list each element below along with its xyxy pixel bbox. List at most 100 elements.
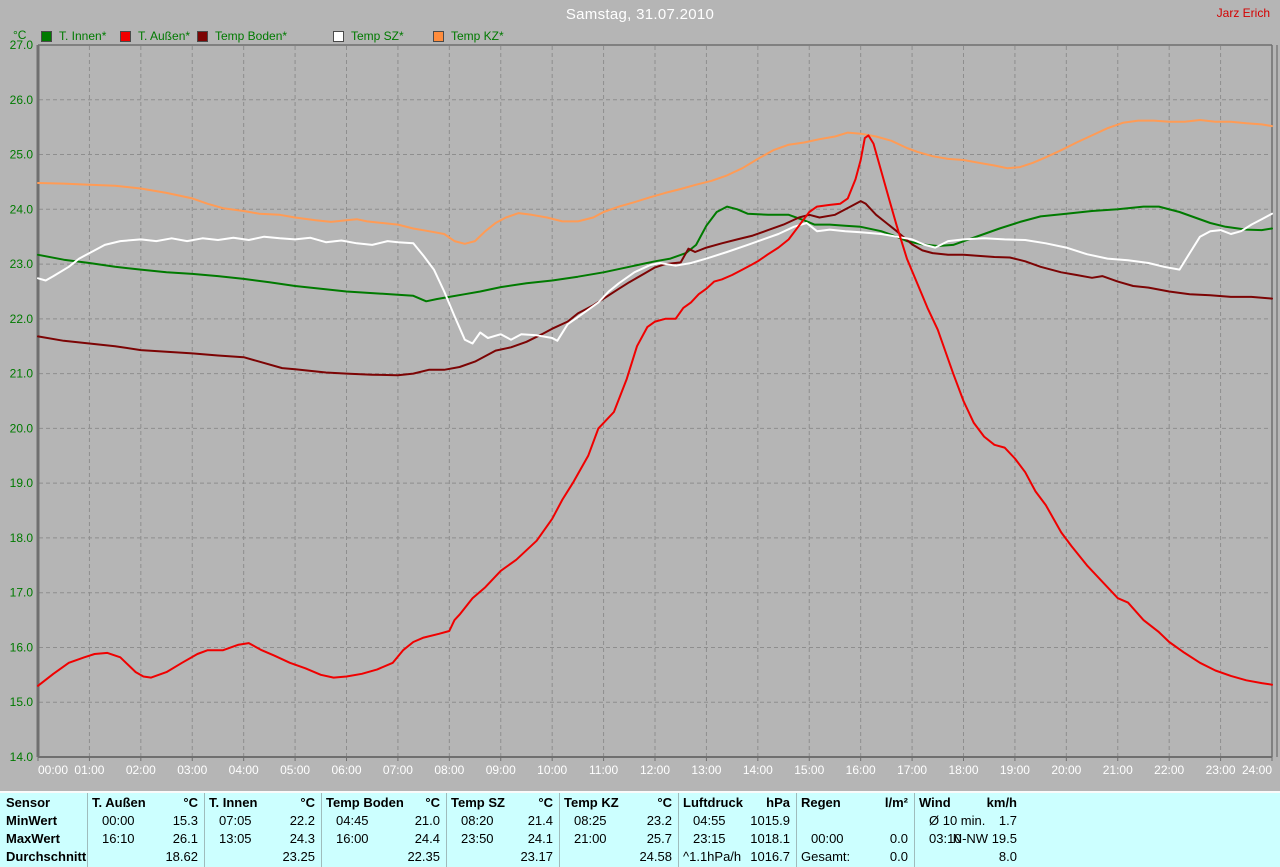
gridlines (39, 46, 1271, 756)
stat-temp-kz-max-time: 21:00 (574, 831, 607, 846)
legend-label: T. Außen* (138, 29, 191, 43)
stat-header-temp-sz: Temp SZ (451, 795, 505, 810)
y-tick-label: 17.0 (10, 586, 34, 600)
stat-temp-boden-max-time: 16:00 (336, 831, 369, 846)
stat-unit-temp-sz: °C (538, 795, 553, 810)
y-tick-label: 19.0 (10, 476, 34, 490)
x-tick-label: 20:00 (1051, 763, 1081, 777)
x-tick-label: 04:00 (229, 763, 259, 777)
legend-swatch-t-au-en-icon (120, 30, 131, 42)
x-tick-label: 19:00 (1000, 763, 1030, 777)
stat-unit-temp-boden: °C (425, 795, 440, 810)
stat-unit-luftdruck: hPa (766, 795, 790, 810)
stat-unit-temp-kz: °C (657, 795, 672, 810)
stat-t-au-en-min-time: 00:00 (102, 813, 135, 828)
y-tick-label: 25.0 (10, 148, 34, 162)
stat-header-t-au-en: T. Außen (92, 795, 146, 810)
table-divider (559, 793, 560, 867)
y-tick-label: 15.0 (10, 695, 34, 709)
stat-temp-kz-avg-value: 24.58 (639, 849, 672, 864)
stat-unit-t-au-en: °C (183, 795, 198, 810)
stat-t-au-en-max-value: 26.1 (172, 831, 198, 846)
x-tick-label: 14:00 (743, 763, 773, 777)
author-label: Jarz Erich (1216, 6, 1270, 20)
x-tick-label: 17:00 (897, 763, 927, 777)
legend-item-temp-kz[interactable]: Temp KZ* (433, 29, 504, 43)
stat-header-regen: Regen (801, 795, 841, 810)
legend-item-temp-sz[interactable]: Temp SZ* (333, 29, 404, 43)
table-divider (678, 793, 679, 867)
stat-luftdruck-min-time: 04:55 (693, 813, 726, 828)
legend-swatch-t-innen-icon (41, 30, 52, 42)
x-tick-label: 13:00 (691, 763, 721, 777)
table-divider (204, 793, 205, 867)
stat-header-temp-boden: Temp Boden (326, 795, 404, 810)
legend-label: Temp KZ* (451, 29, 504, 43)
x-tick-label: 06:00 (331, 763, 361, 777)
table-divider (914, 793, 915, 867)
legend-item-t-au-en[interactable]: T. Außen* (120, 29, 190, 43)
y-tick-label: 27.0 (10, 38, 34, 52)
stat-regen-max-time: 00:00 (811, 831, 844, 846)
stat-regen-avg-label: Gesamt: (801, 849, 851, 864)
legend-item-temp-boden[interactable]: Temp Boden* (197, 29, 287, 43)
series-temp-kz-line (37, 119, 1273, 245)
stat-t-au-en-min-value: 15.3 (172, 813, 198, 828)
stat-luftdruck-max-time: 23:15 (693, 831, 726, 846)
x-axis-labels: 00:00 01:00 02:00 03:00 04:00 05:00 06:00 07:00… (38, 763, 1272, 777)
stat-t-innen-min-value: 22.2 (289, 813, 315, 828)
stat-unit-regen: l/m² (884, 795, 908, 810)
stat-temp-sz-max-time: 23:50 (461, 831, 494, 846)
x-tick-label: 18:00 (948, 763, 978, 777)
legend-swatch-temp-boden-icon (197, 30, 208, 42)
page-title: Samstag, 31.07.2010 (565, 6, 715, 23)
series-temp-sz-line (37, 212, 1273, 345)
x-tick-label: 05:00 (280, 763, 310, 777)
y-tick-label: 18.0 (10, 531, 34, 545)
stat-temp-sz-min-time: 08:20 (461, 813, 494, 828)
y-tick-label: 14.0 (10, 750, 34, 764)
stat-luftdruck-avg-label: ^1.1hPa/h (683, 849, 742, 864)
x-tick-label: 01:00 (74, 763, 104, 777)
stat-t-innen-max-value: 24.3 (289, 831, 315, 846)
y-tick-label: 20.0 (10, 421, 34, 435)
x-tick-label: 00:00 (38, 763, 68, 777)
table-divider (321, 793, 322, 867)
legend-label: Temp SZ* (351, 29, 404, 43)
legend-item-t-innen[interactable]: T. Innen* (41, 29, 106, 43)
y-tick-label: 23.0 (10, 257, 34, 271)
stat-temp-sz-avg-value: 23.17 (520, 849, 553, 864)
stat-temp-sz-max-value: 24.1 (527, 831, 553, 846)
stat-temp-boden-min-value: 21.0 (414, 813, 440, 828)
stat-t-innen-min-time: 07:05 (219, 813, 252, 828)
legend: T. Innen* T. Außen* Temp Boden* Temp SZ* Tem… (0, 29, 1280, 44)
stat-temp-boden-max-value: 24.4 (414, 831, 440, 846)
stat-t-au-en-avg-value: 18.62 (165, 849, 198, 864)
x-tick-label: 03:00 (177, 763, 207, 777)
stat-temp-kz-max-value: 25.7 (646, 831, 672, 846)
stat-temp-sz-min-value: 21.4 (527, 813, 553, 828)
series-t-au-en-line (37, 134, 1273, 687)
table-row-label-minwert: MinWert (6, 813, 58, 828)
stat-luftdruck-avg-value: 1016.7 (750, 849, 790, 864)
y-tick-label: 24.0 (10, 202, 34, 216)
x-tick-label: 15:00 (794, 763, 824, 777)
table-row-label-sensor: Sensor (6, 795, 51, 810)
x-tick-label: 23:00 (1206, 763, 1236, 777)
x-tick-label: 08:00 (434, 763, 464, 777)
stat-wind-max-value: N-NW 19.5 (952, 831, 1017, 846)
x-tick-label: 02:00 (126, 763, 156, 777)
stat-header-wind: Wind (919, 795, 951, 810)
stat-temp-kz-min-time: 08:25 (574, 813, 607, 828)
x-tick-label: 16:00 (846, 763, 876, 777)
stat-unit-t-innen: °C (300, 795, 315, 810)
stat-unit-wind: km/h (986, 795, 1017, 810)
stat-header-luftdruck: Luftdruck (683, 795, 743, 810)
table-divider (446, 793, 447, 867)
table-row-label-durchschnitt: Durchschnitt (6, 849, 87, 864)
y-tick-label: 21.0 (10, 367, 34, 381)
x-tick-label: 11:00 (589, 763, 618, 777)
stat-temp-boden-avg-value: 22.35 (407, 849, 440, 864)
y-tick-label: 26.0 (10, 93, 34, 107)
y-tick-label: 16.0 (10, 640, 34, 654)
